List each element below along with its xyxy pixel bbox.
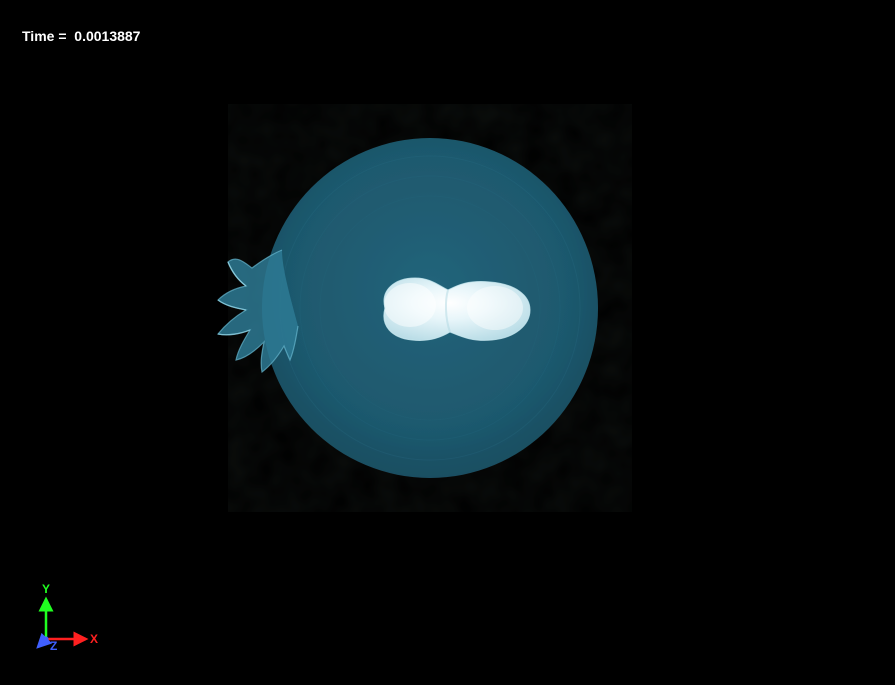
time-value: 0.0013887: [74, 28, 140, 44]
isosurface-render: [0, 0, 895, 685]
time-label-text: Time =: [22, 28, 67, 44]
z-axis-label: Z: [50, 639, 57, 653]
y-axis-label: Y: [42, 582, 50, 596]
x-axis-label: X: [90, 632, 98, 646]
z-axis-origin-dot: [44, 637, 49, 642]
visualization-viewport[interactable]: [0, 0, 895, 685]
axis-triad[interactable]: Y X Z: [28, 577, 108, 657]
inner-isosurface: [384, 278, 530, 341]
time-annotation: Time = 0.0013887: [22, 28, 140, 44]
